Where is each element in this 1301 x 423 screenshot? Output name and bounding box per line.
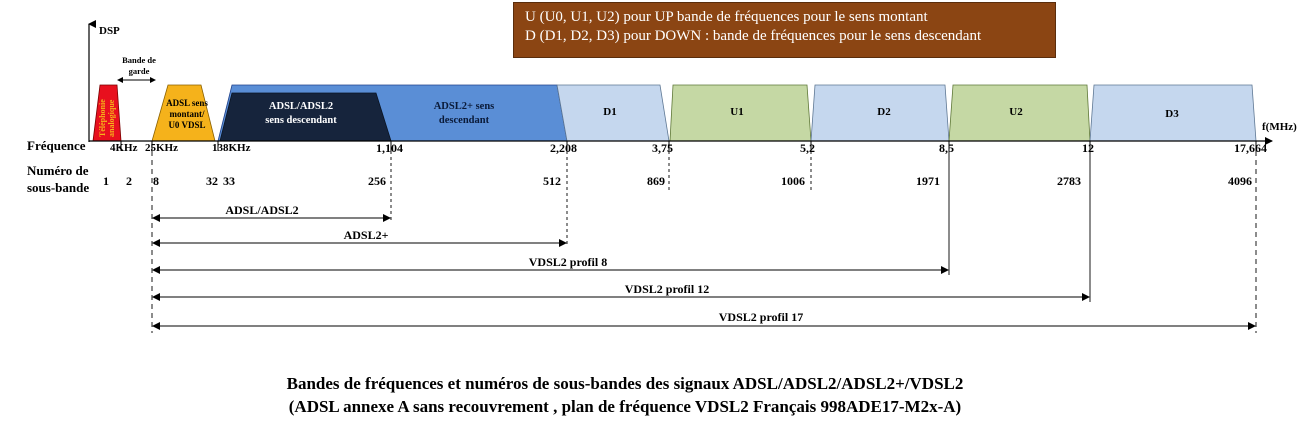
legend-note-up: U (U0, U1, U2) pour UP bande de fréquenc… (525, 9, 928, 25)
subband-2: 2 (126, 174, 132, 188)
freq-1104: 1,104 (376, 141, 403, 155)
subband-869: 869 (647, 174, 665, 188)
subband-2783: 2783 (1057, 174, 1081, 188)
subband-labels: 1 2 8 32 33 256 512 869 1006 1971 2783 4… (103, 174, 1252, 188)
band-adsl-up-label-2: montant/ (169, 109, 205, 119)
freq-25khz: 25KHz (145, 142, 178, 154)
subband-33: 33 (223, 174, 235, 188)
subband-1: 1 (103, 174, 109, 188)
subband-row-label-1: Numéro de (27, 163, 89, 178)
freq-4khz: 4KHz (110, 142, 138, 154)
freq-138khz: 138KHz (212, 142, 251, 154)
subband-1006: 1006 (781, 174, 805, 188)
y-axis-label: DSP (99, 25, 120, 37)
guard-band-label-2: garde (129, 66, 150, 76)
band-u2-label: U2 (1009, 106, 1023, 118)
band-d2-label: D2 (877, 106, 891, 118)
subband-8: 8 (153, 174, 159, 188)
range-label-adsl2plus: ADSL2+ (344, 228, 389, 242)
freq-17664: 17,664 (1234, 141, 1267, 155)
band-u1-label: U1 (730, 106, 743, 118)
range-label-vdsl8: VDSL2 profil 8 (529, 255, 607, 269)
range-guides (151, 151, 1257, 333)
band-adsl2plus-label-2: descendant (439, 115, 490, 126)
figure-caption-line-2: (ADSL annexe A sans recouvrement , plan … (288, 397, 962, 416)
subband-4096: 4096 (1228, 174, 1252, 188)
x-axis-unit: f(MHz) (1262, 121, 1297, 133)
band-adsl-down-label-2: sens descendant (265, 115, 337, 126)
band-adsl2plus-label-1: ADSL2+ sens (434, 101, 495, 112)
subband-512: 512 (543, 174, 561, 188)
band-adsl-up-label-1: ADSL sens (166, 98, 208, 108)
freq-52: 5,2 (800, 141, 815, 155)
band-telephone-label: Téléphonie analogique (98, 99, 116, 137)
freq-375: 3,75 (652, 141, 673, 155)
subband-row-label-2: sous-bande (27, 180, 89, 195)
legend-note-box: U (U0, U1, U2) pour UP bande de fréquenc… (513, 2, 1056, 58)
frequency-labels: 4KHz 25KHz 138KHz 1,104 2,208 3,75 5,2 8… (110, 141, 1267, 155)
freq-2208: 2,208 (550, 141, 577, 155)
freq-12: 12 (1082, 141, 1094, 155)
range-label-vdsl12: VDSL2 profil 12 (625, 282, 709, 296)
svg-text:analogique: analogique (107, 99, 116, 137)
band-adsl-down-label-1: ADSL/ADSL2 (269, 101, 333, 112)
subband-32: 32 (206, 174, 218, 188)
range-label-adsl: ADSL/ADSL2 (225, 203, 298, 217)
range-label-vdsl17: VDSL2 profil 17 (719, 310, 803, 324)
band-d3-label: D3 (1165, 108, 1179, 120)
subband-1971: 1971 (916, 174, 940, 188)
figure-caption-line-1: Bandes de fréquences et numéros de sous-… (286, 374, 964, 393)
guard-band-label-1: Bande de (122, 55, 156, 65)
axis-ticks (120, 141, 1257, 151)
subband-256: 256 (368, 174, 386, 188)
legend-note-down: D (D1, D2, D3) pour DOWN : bande de fréq… (525, 28, 982, 44)
svg-text:Téléphonie: Téléphonie (98, 99, 107, 137)
band-d1-label: D1 (603, 106, 616, 118)
band-adsl-up-label-3: U0 VDSL (168, 120, 205, 130)
frequency-row-label: Fréquence (27, 138, 86, 153)
freq-85: 8,5 (939, 141, 954, 155)
